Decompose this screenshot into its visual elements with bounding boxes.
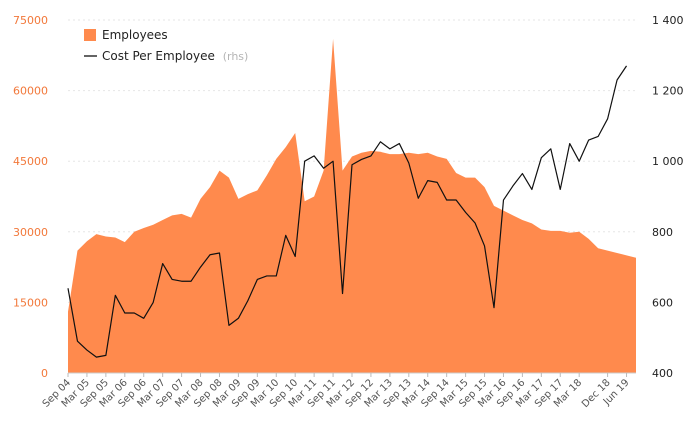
right-tick-label: 400 — [652, 367, 673, 380]
legend-employees-label: Employees — [102, 28, 168, 42]
left-tick-label: 15000 — [13, 296, 48, 309]
left-tick-label: 45000 — [13, 155, 48, 168]
cost-per-employee-line-series — [67, 65, 628, 358]
left-axis: 0 15000 30000 45000 60000 75000 — [13, 14, 48, 380]
right-tick-label: 1 200 — [652, 85, 684, 98]
legend-rhs-note: (rhs) — [223, 50, 249, 63]
employees-area-series — [68, 38, 636, 373]
left-tick-label: 0 — [41, 367, 48, 380]
right-tick-label: 1 000 — [652, 155, 684, 168]
legend-employees-swatch — [84, 29, 96, 41]
legend-cost-text: Cost Per Employee — [102, 49, 215, 63]
right-tick-label: 800 — [652, 226, 673, 239]
cost-per-employee-line — [67, 65, 628, 358]
legend-cost-label: Cost Per Employee (rhs) — [102, 49, 248, 63]
legend: Employees Cost Per Employee (rhs) — [84, 28, 248, 63]
right-axis: 400 600 800 1 000 1 200 1 400 — [652, 14, 684, 380]
right-tick-label: 600 — [652, 296, 673, 309]
left-tick-label: 60000 — [13, 85, 48, 98]
left-tick-label: 75000 — [13, 14, 48, 27]
employees-area — [68, 38, 636, 373]
left-tick-label: 30000 — [13, 226, 48, 239]
right-tick-label: 1 400 — [652, 14, 684, 27]
